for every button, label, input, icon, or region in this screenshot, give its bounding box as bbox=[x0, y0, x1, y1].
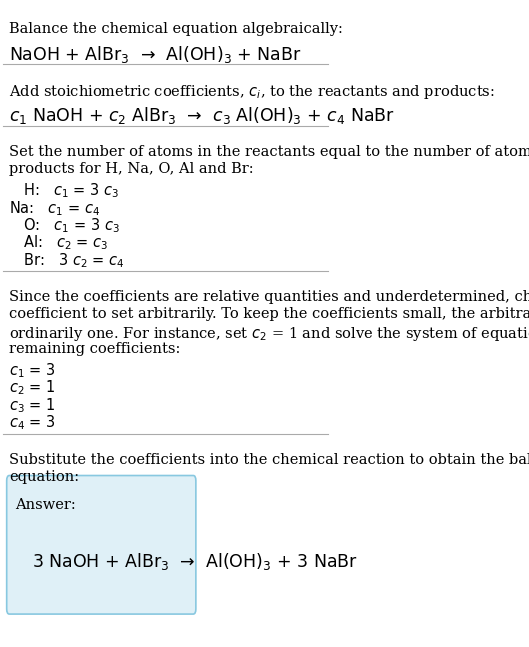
Text: Br:   3 $c_2$ = $c_4$: Br: 3 $c_2$ = $c_4$ bbox=[14, 251, 125, 270]
Text: equation:: equation: bbox=[10, 470, 79, 485]
Text: ordinarily one. For instance, set $c_2$ = 1 and solve the system of equations fo: ordinarily one. For instance, set $c_2$ … bbox=[10, 325, 529, 343]
Text: remaining coefficients:: remaining coefficients: bbox=[10, 342, 181, 356]
Text: O:   $c_1$ = 3 $c_3$: O: $c_1$ = 3 $c_3$ bbox=[14, 216, 120, 235]
Text: products for H, Na, O, Al and Br:: products for H, Na, O, Al and Br: bbox=[10, 162, 254, 177]
Text: coefficient to set arbitrarily. To keep the coefficients small, the arbitrary va: coefficient to set arbitrarily. To keep … bbox=[10, 307, 529, 322]
Text: $c_1$ NaOH + $c_2$ AlBr$_3$  →  $c_3$ Al(OH)$_3$ + $c_4$ NaBr: $c_1$ NaOH + $c_2$ AlBr$_3$ → $c_3$ Al(O… bbox=[10, 105, 395, 126]
Text: Set the number of atoms in the reactants equal to the number of atoms in the: Set the number of atoms in the reactants… bbox=[10, 145, 529, 159]
Text: Na:   $c_1$ = $c_4$: Na: $c_1$ = $c_4$ bbox=[10, 199, 101, 218]
Text: $c_4$ = 3: $c_4$ = 3 bbox=[10, 413, 56, 432]
Text: 3 NaOH + AlBr$_3$  →  Al(OH)$_3$ + 3 NaBr: 3 NaOH + AlBr$_3$ → Al(OH)$_3$ + 3 NaBr bbox=[32, 551, 358, 572]
Text: Balance the chemical equation algebraically:: Balance the chemical equation algebraica… bbox=[10, 22, 343, 36]
Text: Al:   $c_2$ = $c_3$: Al: $c_2$ = $c_3$ bbox=[14, 234, 108, 252]
Text: Add stoichiometric coefficients, $c_i$, to the reactants and products:: Add stoichiometric coefficients, $c_i$, … bbox=[10, 83, 495, 101]
Text: Since the coefficients are relative quantities and underdetermined, choose a: Since the coefficients are relative quan… bbox=[10, 290, 529, 304]
Text: Answer:: Answer: bbox=[15, 498, 76, 512]
Text: $c_1$ = 3: $c_1$ = 3 bbox=[10, 361, 56, 380]
Text: NaOH + AlBr$_3$  →  Al(OH)$_3$ + NaBr: NaOH + AlBr$_3$ → Al(OH)$_3$ + NaBr bbox=[10, 45, 302, 65]
Text: Substitute the coefficients into the chemical reaction to obtain the balanced: Substitute the coefficients into the che… bbox=[10, 453, 529, 467]
Text: $c_3$ = 1: $c_3$ = 1 bbox=[10, 396, 56, 415]
FancyBboxPatch shape bbox=[7, 476, 196, 614]
Text: H:   $c_1$ = 3 $c_3$: H: $c_1$ = 3 $c_3$ bbox=[14, 182, 120, 201]
Text: $c_2$ = 1: $c_2$ = 1 bbox=[10, 378, 56, 397]
